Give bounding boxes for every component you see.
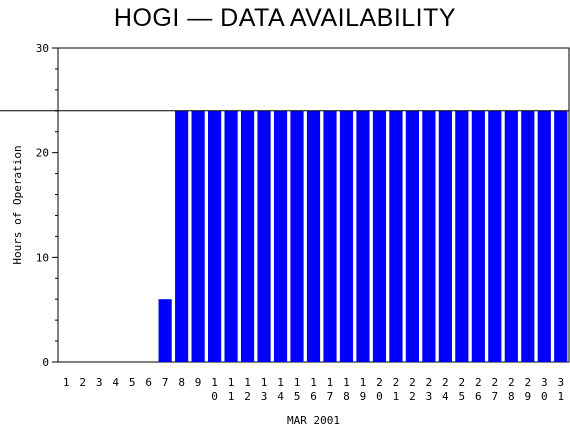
bar-13 [257, 110, 271, 362]
x-tick-label: 3 [96, 376, 103, 389]
x-tick-label: 8 [178, 376, 185, 389]
bar-19 [356, 110, 370, 362]
bar-31 [554, 110, 568, 362]
bar-12 [240, 110, 255, 362]
bar-22 [405, 110, 419, 362]
bar-30 [537, 110, 551, 362]
bar-8 [175, 110, 189, 362]
bar-28 [504, 110, 518, 362]
bar-11 [224, 110, 238, 362]
x-tick-label: 7 [162, 376, 169, 389]
x-tick-label: 5 [129, 376, 136, 389]
x-tick-label: 1 [63, 376, 70, 389]
y-tick-label: 0 [42, 356, 49, 369]
bar-26 [471, 110, 485, 362]
y-axis-label: Hours of Operation [11, 145, 24, 264]
y-tick-label: 20 [36, 147, 49, 160]
bar-7 [158, 299, 172, 362]
bar-25 [455, 110, 469, 362]
bar-15 [290, 110, 304, 362]
x-tick-label: 2 [79, 376, 86, 389]
y-tick-label: 30 [36, 42, 49, 55]
bar-18 [339, 110, 354, 362]
y-tick-label: 10 [36, 251, 49, 264]
bar-20 [372, 110, 387, 362]
bar-27 [488, 110, 502, 362]
x-tick-label: 9 [195, 376, 202, 389]
y-axis: 0 10 20 30 [36, 42, 58, 369]
bars [158, 110, 568, 362]
bar-24 [438, 110, 452, 362]
bar-10 [208, 110, 222, 362]
bar-29 [521, 110, 535, 362]
x-tick-label: 4 [112, 376, 119, 389]
x-axis-label: MAR 2001 [287, 414, 340, 427]
bar-9 [191, 110, 205, 362]
bar-14 [273, 110, 288, 362]
x-axis: 1 2 3 4 5 6 7 8 9 1 01 11 21 31 41 51 61 71 81 92 02 12 22 32 42… [63, 376, 564, 403]
bar-17 [323, 110, 337, 362]
bar-23 [422, 110, 436, 362]
x-tick-label: 6 [145, 376, 152, 389]
chart-title: HOGI — DATA AVAILABILITY [113, 4, 457, 32]
bar-16 [306, 110, 321, 362]
bar-21 [389, 110, 403, 362]
